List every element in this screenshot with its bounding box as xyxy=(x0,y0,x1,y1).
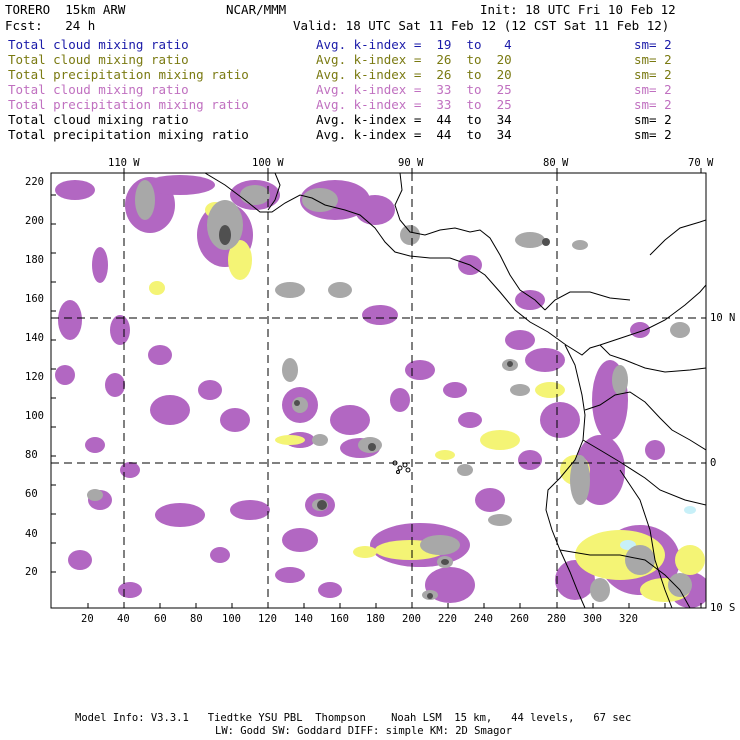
cyan-field xyxy=(620,506,696,550)
lon-label-100w: 100 W xyxy=(252,157,284,169)
y-tick-200: 200 xyxy=(25,215,44,227)
y-tick-40: 40 xyxy=(25,528,38,540)
forecast-hour: Fcst: 24 h xyxy=(5,18,96,33)
org-label: NCAR/MMM xyxy=(226,2,287,17)
x-tick-200: 200 xyxy=(402,613,421,625)
y-tick-100: 100 xyxy=(25,410,44,422)
lon-label-70w: 70 W xyxy=(688,157,714,169)
x-tick-300: 300 xyxy=(583,613,602,625)
field-6-info: Avg. k-index = 44 to 34 xyxy=(316,127,512,142)
map-frame xyxy=(50,172,707,609)
field-4-info: Avg. k-index = 33 to 25 xyxy=(316,97,512,112)
lat-label-0: 0 xyxy=(710,457,717,469)
field-0-sm: sm= 2 xyxy=(634,37,672,52)
init-time: Init: 18 UTC Fri 10 Feb 12 xyxy=(480,2,676,17)
y-tick-160: 160 xyxy=(25,293,44,305)
lat-label-10n: 10 N xyxy=(710,312,736,324)
x-tick-180: 180 xyxy=(366,613,385,625)
valid-time: Valid: 18 UTC Sat 11 Feb 12 (12 CST Sat … xyxy=(293,18,670,33)
lat-lon-grid xyxy=(51,173,706,608)
x-tick-80: 80 xyxy=(190,613,203,625)
y-tick-140: 140 xyxy=(25,332,44,344)
x-tick-220: 220 xyxy=(438,613,457,625)
model-title: TORERO 15km ARW xyxy=(5,2,126,17)
lon-label-110w: 110 W xyxy=(108,157,140,169)
field-2-sm: sm= 2 xyxy=(634,67,672,82)
x-tick-240: 240 xyxy=(474,613,493,625)
field-6-sm: sm= 2 xyxy=(634,127,672,142)
lon-tick-marks xyxy=(123,168,702,173)
coastlines xyxy=(204,173,706,608)
field-3-name: Total cloud mixing ratio xyxy=(8,82,189,97)
x-tick-280: 280 xyxy=(547,613,566,625)
y-tick-80: 80 xyxy=(25,449,38,461)
y-tick-180: 180 xyxy=(25,254,44,266)
field-2-name: Total precipitation mixing ratio xyxy=(8,67,249,82)
mixing-ratio-field xyxy=(55,173,706,608)
x-tick-100: 100 xyxy=(222,613,241,625)
y-tick-20: 20 xyxy=(25,566,38,578)
physics-info: LW: Godd SW: Goddard DIFF: simple KM: 2D… xyxy=(215,725,513,737)
y-tick-60: 60 xyxy=(25,488,38,500)
x-tick-160: 160 xyxy=(330,613,349,625)
dark-core-field xyxy=(219,225,550,599)
x-tick-60: 60 xyxy=(154,613,167,625)
field-1-name: Total cloud mixing ratio xyxy=(8,52,189,67)
field-0-name: Total cloud mixing ratio xyxy=(8,37,189,52)
x-tick-140: 140 xyxy=(294,613,313,625)
y-tick-120: 120 xyxy=(25,371,44,383)
field-3-info: Avg. k-index = 33 to 25 xyxy=(316,82,512,97)
x-tick-320: 320 xyxy=(619,613,638,625)
lat-label-10s: 10 S xyxy=(710,602,736,614)
lon-label-90w: 90 W xyxy=(398,157,424,169)
field-3-sm: sm= 2 xyxy=(634,82,672,97)
field-0-info: Avg. k-index = 19 to 4 xyxy=(316,37,512,52)
field-5-name: Total cloud mixing ratio xyxy=(8,112,189,127)
x-tick-40: 40 xyxy=(117,613,130,625)
field-1-info: Avg. k-index = 26 to 20 xyxy=(316,52,512,67)
field-4-sm: sm= 2 xyxy=(634,97,672,112)
x-tick-marks xyxy=(87,603,702,608)
field-5-sm: sm= 2 xyxy=(634,112,672,127)
field-5-info: Avg. k-index = 44 to 34 xyxy=(316,112,512,127)
x-tick-120: 120 xyxy=(258,613,277,625)
x-tick-260: 260 xyxy=(510,613,529,625)
field-4-name: Total precipitation mixing ratio xyxy=(8,97,249,112)
y-tick-220: 220 xyxy=(25,176,44,188)
model-info: Model Info: V3.3.1 Tiedtke YSU PBL Thomp… xyxy=(75,712,632,724)
y-tick-marks xyxy=(51,194,56,573)
field-1-sm: sm= 2 xyxy=(634,52,672,67)
field-6-name: Total precipitation mixing ratio xyxy=(8,127,249,142)
x-tick-20: 20 xyxy=(81,613,94,625)
field-2-info: Avg. k-index = 26 to 20 xyxy=(316,67,512,82)
lon-label-80w: 80 W xyxy=(543,157,569,169)
gray-field xyxy=(87,180,692,602)
